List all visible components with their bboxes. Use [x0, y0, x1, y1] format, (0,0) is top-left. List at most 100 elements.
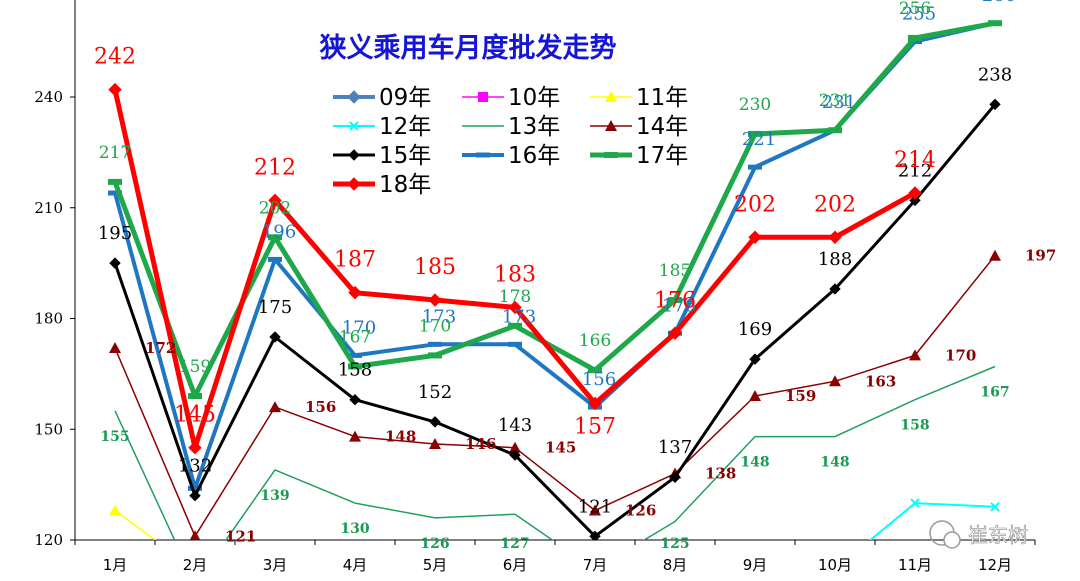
data-label: 175 [258, 297, 292, 318]
x-tick-label: 3月 [263, 556, 288, 574]
data-label: 170 [342, 317, 376, 338]
data-point [348, 285, 362, 300]
data-point [268, 193, 282, 208]
data-label: 173 [502, 306, 536, 327]
x-tick-label: 6月 [503, 556, 528, 574]
legend-item: 16年 [462, 143, 560, 169]
data-label: 202 [814, 192, 856, 217]
data-point [347, 90, 361, 104]
data-point [589, 504, 601, 516]
x-tick-label: 10月 [818, 556, 852, 574]
data-point [909, 194, 921, 207]
legend-label: 13年 [508, 114, 560, 140]
data-label: 156 [305, 398, 336, 416]
series-line [114, 509, 157, 540]
legend-item: 12年 [333, 114, 431, 140]
series-18年 [108, 82, 922, 455]
data-label: 121 [225, 527, 256, 545]
data-point [829, 283, 841, 295]
data-point [189, 530, 201, 540]
data-point [109, 342, 121, 354]
legend-label: 15年 [379, 143, 431, 169]
series-12年 [868, 498, 1000, 540]
data-point [189, 489, 201, 502]
data-label: 158 [900, 418, 929, 434]
data-label: 170 [419, 316, 451, 336]
data-point [349, 430, 361, 442]
series-15年 [109, 98, 1001, 540]
data-point [669, 471, 681, 483]
data-label: 178 [499, 287, 531, 307]
data-label: 202 [734, 192, 776, 217]
data-point [509, 449, 521, 461]
y-tick-label: 180 [34, 310, 63, 328]
y-axis: 120 150 180 210 240 [34, 0, 76, 549]
data-label: 146 [465, 435, 496, 453]
data-point [108, 82, 122, 97]
data-label: 231 [822, 92, 856, 113]
data-point [109, 257, 121, 269]
data-point [910, 498, 920, 508]
y-tick-label: 120 [34, 531, 63, 549]
data-label: 145 [545, 439, 576, 457]
data-label: 176 [654, 288, 696, 313]
x-tick-label: 1月 [103, 556, 128, 574]
data-label: 163 [865, 372, 896, 390]
data-point [749, 353, 761, 365]
data-point [188, 441, 202, 455]
legend-label: 09年 [379, 85, 431, 111]
data-point [348, 149, 360, 161]
data-label: 212 [254, 155, 296, 180]
data-point [909, 349, 921, 361]
data-label: 214 [894, 148, 936, 173]
data-point [509, 441, 521, 453]
watermark-text: 崔东树 [968, 523, 1028, 547]
data-label: 139 [260, 488, 289, 504]
legend-label: 11年 [636, 85, 688, 111]
data-label: 169 [738, 319, 772, 340]
data-label: 145 [174, 403, 216, 428]
x-tick-label: 4月 [343, 556, 368, 574]
legend-item: 13年 [462, 114, 560, 140]
data-label: 148 [740, 455, 769, 471]
watermark: 崔东树 [929, 520, 1028, 549]
data-label: 185 [659, 261, 691, 281]
series-lines [108, 20, 1002, 540]
wechat-icon-bubble [943, 531, 961, 549]
data-point [269, 331, 281, 343]
data-label: 148 [820, 455, 849, 471]
data-label: 188 [818, 249, 852, 270]
series-line [114, 255, 996, 538]
data-label: 158 [338, 360, 372, 381]
data-label: 155 [100, 429, 129, 445]
legend-item: 09年 [333, 85, 431, 111]
data-label: 183 [494, 262, 536, 287]
data-label: 173 [422, 306, 456, 327]
data-point [589, 530, 601, 540]
legend-label: 10年 [508, 85, 560, 111]
legend-label: 14年 [636, 114, 688, 140]
series-line [114, 365, 996, 540]
data-point [349, 121, 359, 131]
legend-label: 17年 [636, 143, 688, 169]
data-label: 256 [899, 0, 931, 19]
data-label: 121 [578, 496, 612, 517]
x-tick-label: 11月 [898, 556, 932, 574]
data-label: 185 [414, 255, 456, 280]
legend-label: 18年 [379, 172, 431, 198]
data-label: 152 [418, 382, 452, 403]
data-label: 137 [658, 437, 692, 458]
data-label: 176 [662, 295, 696, 316]
data-label: 195 [98, 223, 132, 244]
data-label: 196 [262, 221, 296, 242]
x-tick-label: 2月 [183, 556, 208, 574]
data-label: 159 [785, 387, 816, 405]
data-label: 187 [334, 248, 376, 273]
data-label: 157 [574, 414, 616, 439]
legend-item: 15年 [333, 143, 431, 169]
data-label: 125 [660, 536, 689, 552]
data-label: 156 [582, 369, 616, 390]
data-point [508, 300, 522, 315]
legend-item: 17年 [590, 143, 688, 169]
